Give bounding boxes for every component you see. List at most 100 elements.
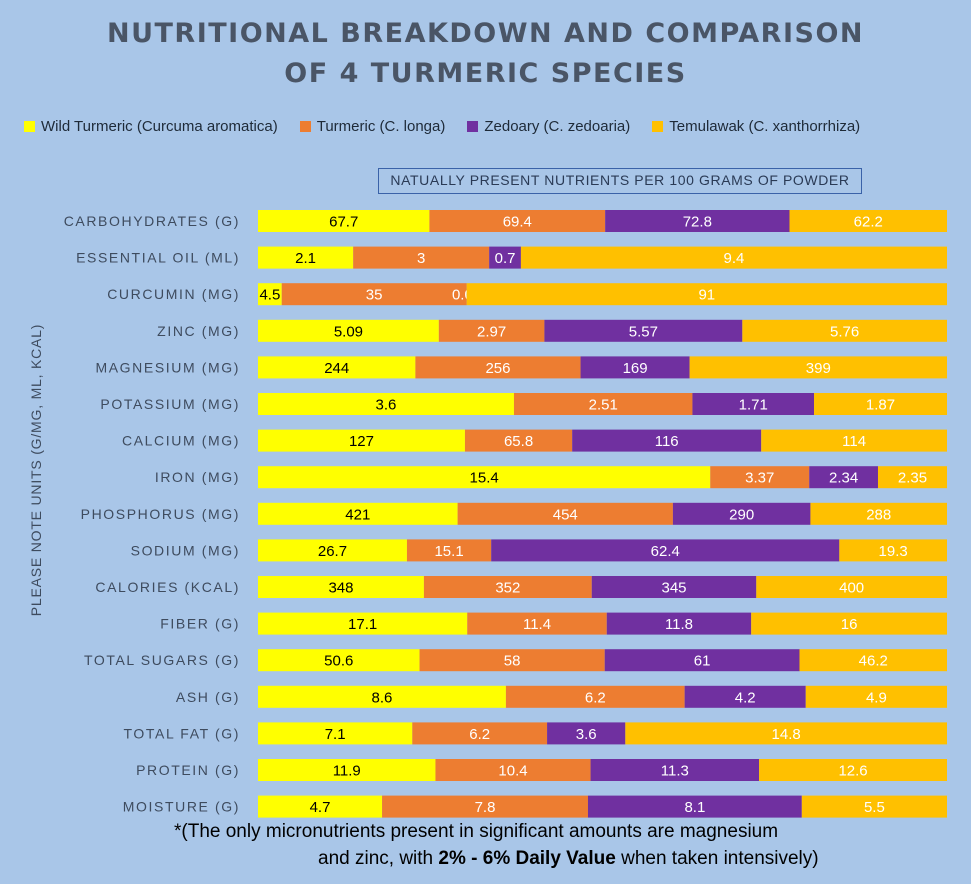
bar-segment xyxy=(684,685,806,708)
bar-segment xyxy=(805,685,947,708)
bar-segment xyxy=(435,759,591,781)
category-label-protein-g: PROTEIN (G) xyxy=(136,762,240,778)
category-label-total-fat-g: TOTAL FAT (G) xyxy=(124,725,240,741)
bar-segment xyxy=(505,685,685,708)
data-label: 17.1 xyxy=(348,616,377,633)
data-label: 9.4 xyxy=(724,250,745,267)
bar-segment xyxy=(491,539,840,562)
bar-segment xyxy=(625,722,947,745)
data-label: 69.4 xyxy=(503,214,532,231)
legend-swatch xyxy=(24,121,35,132)
bar-segment xyxy=(419,649,605,672)
data-label: 400 xyxy=(839,580,864,597)
legend-item-zedoary: Zedoary (C. zedoaria) xyxy=(467,118,630,135)
data-label: 116 xyxy=(655,433,679,450)
data-label: 8.6 xyxy=(372,689,393,706)
data-label: 7.8 xyxy=(475,799,496,816)
data-label: 5.57 xyxy=(629,323,658,340)
chart-legend: Wild Turmeric (Curcuma aromatica) Turmer… xyxy=(24,118,964,135)
data-label: 4.5 xyxy=(259,287,280,304)
data-label: 4.7 xyxy=(310,799,331,816)
bar-segment xyxy=(547,722,626,745)
legend-swatch xyxy=(467,121,479,132)
data-label: 12.6 xyxy=(838,763,867,780)
chart-title-line-1: NUTRITIONAL BREAKDOWN AND COMPARISON xyxy=(106,18,865,49)
bar-segment xyxy=(606,612,752,635)
category-label-calcium-mg: CALCIUM (MG) xyxy=(122,433,240,449)
data-label: 72.8 xyxy=(683,214,712,231)
bar-segment xyxy=(756,576,947,598)
data-label: 62.2 xyxy=(854,214,883,231)
bar-segment xyxy=(520,246,947,269)
data-label: 256 xyxy=(485,360,510,377)
bar-segment xyxy=(412,722,548,745)
data-label: 11.3 xyxy=(661,763,689,780)
bar-segment xyxy=(810,502,947,525)
legend-label: Wild Turmeric (Curcuma aromatica) xyxy=(41,118,278,135)
category-label-calories-kcal: CALORIES (KCAL) xyxy=(95,579,240,595)
data-label: 6.2 xyxy=(469,726,490,743)
bar-segment xyxy=(382,795,588,818)
category-label-phosphorus-mg: PHOSPHORUS (MG) xyxy=(81,506,240,522)
category-label-carbohydrates-g: CARBOHYDRATES (G) xyxy=(64,213,240,229)
data-label: 10.4 xyxy=(498,763,527,780)
data-label: 14.8 xyxy=(772,726,801,743)
data-label: 26.7 xyxy=(318,543,347,560)
bar-segment xyxy=(457,502,673,525)
bar-segment xyxy=(353,246,490,269)
legend-swatch xyxy=(652,121,664,132)
bar-segment xyxy=(591,576,757,598)
bar-segment xyxy=(429,210,606,232)
bar-segment xyxy=(590,759,760,781)
data-label: 2.51 xyxy=(589,397,618,414)
bar-segment xyxy=(604,649,800,672)
bar-segment xyxy=(877,466,947,489)
bar-segment xyxy=(258,429,465,452)
bar-segment xyxy=(438,319,545,342)
bar-segment xyxy=(258,283,282,306)
data-label: 19.3 xyxy=(879,543,908,560)
bar-segment xyxy=(692,393,815,415)
data-label: 352 xyxy=(495,580,520,597)
bar-segment xyxy=(464,429,573,452)
data-label: 127 xyxy=(349,433,374,450)
category-label-iron-mg: IRON (MG) xyxy=(155,469,240,485)
data-label: 15.1 xyxy=(434,543,463,560)
data-label: 62.4 xyxy=(651,543,680,560)
chart-title: NUTRITIONAL BREAKDOWN AND COMPARISON OF … xyxy=(0,14,971,94)
data-label: 11.8 xyxy=(665,616,693,633)
legend-item-temulawak: Temulawak (C. xanthorrhiza) xyxy=(652,118,860,135)
data-label: 169 xyxy=(623,360,648,377)
category-label-total-sugars-g: TOTAL SUGARS (G) xyxy=(84,652,240,668)
data-label: 8.1 xyxy=(684,799,705,816)
data-label: 244 xyxy=(324,360,349,377)
bar-segment xyxy=(513,393,693,415)
data-label: 288 xyxy=(866,506,891,523)
bar-segment xyxy=(258,502,458,525)
bar-segment xyxy=(423,576,592,598)
data-label: 16 xyxy=(841,616,858,633)
category-label-magnesium-mg: MAGNESIUM (MG) xyxy=(95,359,240,375)
bar-segment xyxy=(258,576,424,598)
bar-segment xyxy=(258,356,416,379)
category-label-sodium-mg: SODIUM (MG) xyxy=(131,542,240,558)
category-label-zinc-mg: ZINC (MG) xyxy=(157,323,240,339)
data-label: 3.6 xyxy=(576,726,597,743)
legend-item-wild-turmeric: Wild Turmeric (Curcuma aromatica) xyxy=(24,118,278,135)
legend-label: Turmeric (C. longa) xyxy=(316,118,446,135)
bar-segment xyxy=(258,759,436,781)
bar-segment xyxy=(258,539,407,562)
data-label: 2.1 xyxy=(295,250,316,267)
category-label-curcumin-mg: CURCUMIN (MG) xyxy=(107,286,240,302)
footnote-line-1: *(The only micronutrients present in sig… xyxy=(174,821,779,842)
bar-segment xyxy=(801,795,947,818)
chart-title-line-2: OF 4 TURMERIC SPECIES xyxy=(284,58,687,89)
bar-segment xyxy=(839,539,947,562)
data-label: 65.8 xyxy=(504,433,533,450)
bar-segment xyxy=(467,612,607,635)
bar-segment xyxy=(258,246,354,269)
bar-segment xyxy=(258,319,439,342)
data-label: 399 xyxy=(806,360,831,377)
bar-segment xyxy=(258,612,468,635)
